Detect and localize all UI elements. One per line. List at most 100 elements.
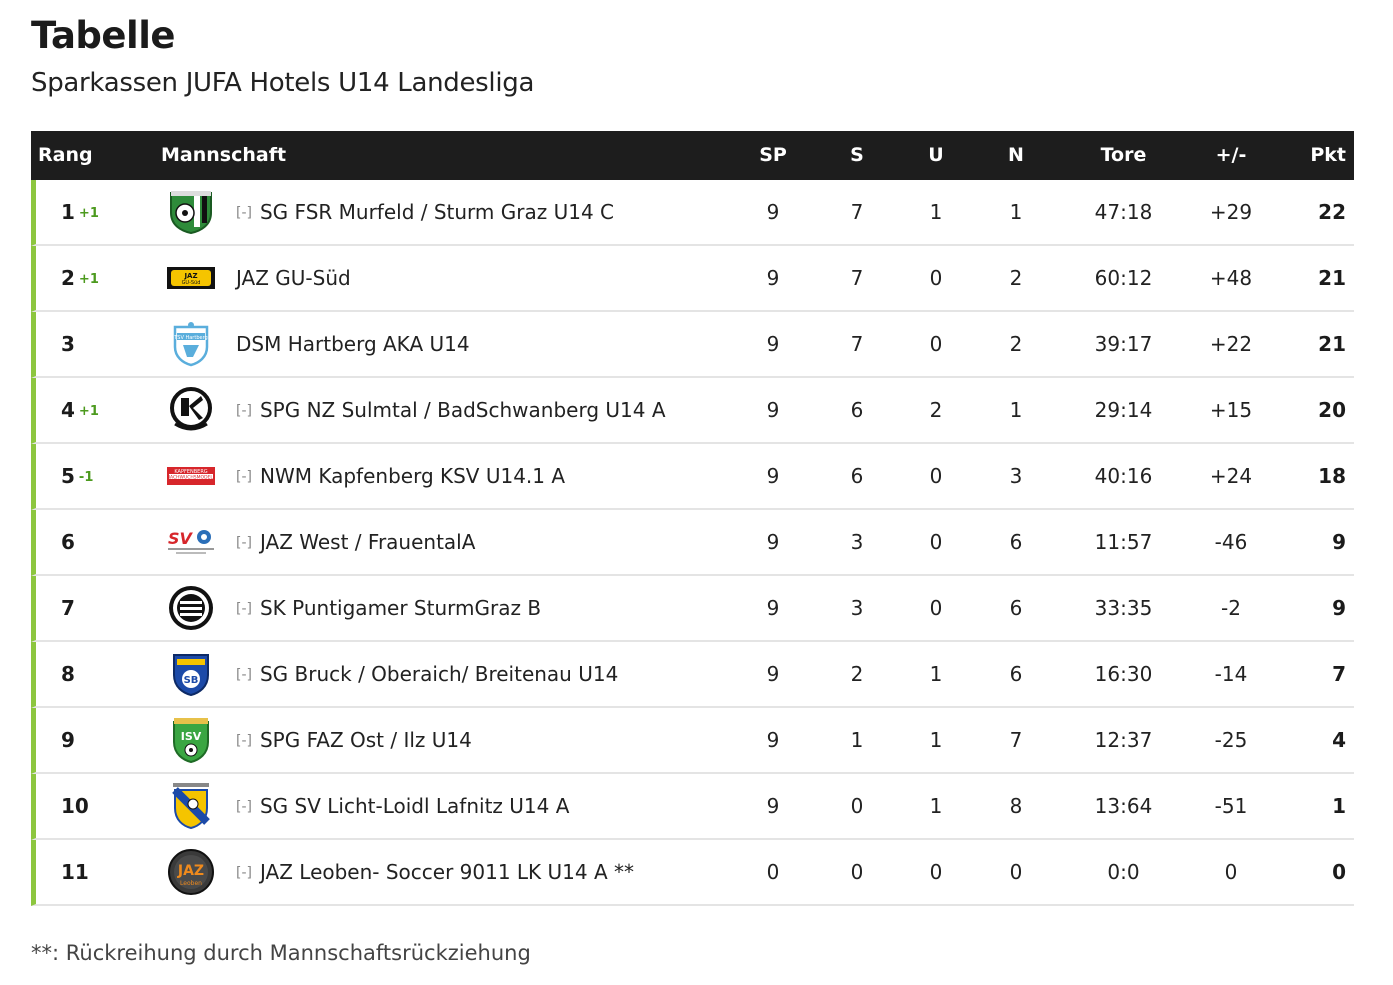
team-name-link[interactable]: SG FSR Murfeld / Sturm Graz U14 C (259, 200, 615, 224)
expand-toggle[interactable]: [-] (236, 733, 252, 749)
draws: 1 (929, 728, 943, 752)
losses: 1 (1009, 398, 1023, 422)
table-header: Rang Mannschaft SP S U N Tore +/- Pkt (31, 131, 1354, 180)
goals: 33:35 (1094, 596, 1153, 620)
svg-text:JAZ: JAZ (177, 863, 204, 879)
expand-toggle[interactable]: [-] (236, 535, 252, 551)
goals: 0:0 (1107, 860, 1140, 884)
sv-lafnitz-crest-icon[interactable] (166, 782, 216, 830)
expand-toggle[interactable]: [-] (236, 205, 252, 221)
standings-table: Rang Mannschaft SP S U N Tore +/- Pkt 1 +… (31, 131, 1354, 906)
team-name-link[interactable]: SK Puntigamer SturmGraz B (259, 596, 542, 620)
murfeld-crest-icon[interactable] (166, 188, 216, 236)
goals: 47:18 (1094, 200, 1153, 224)
expand-toggle[interactable]: [-] (236, 667, 252, 683)
header-s[interactable]: S (850, 144, 864, 166)
draws: 2 (929, 398, 943, 422)
expand-toggle[interactable]: [-] (236, 799, 252, 815)
draws: 1 (929, 662, 943, 686)
isv-ilz-crest-icon[interactable]: ISV (166, 716, 216, 764)
rank-number: 9 (61, 728, 75, 752)
wins: 0 (850, 860, 864, 884)
losses: 6 (1009, 530, 1023, 554)
team-name-link[interactable]: SG SV Licht-Loidl Lafnitz U14 A (259, 794, 570, 818)
sv-frauental-logo-icon[interactable]: SV (166, 518, 216, 566)
team-name-link[interactable]: SPG NZ Sulmtal / BadSchwanberg U14 A (259, 398, 666, 422)
table-row[interactable]: 3 TSV Hartberg DSM Hartberg AKA U14 9 7 0 2 39:… (31, 312, 1354, 378)
draws: 0 (929, 860, 943, 884)
losses: 7 (1009, 728, 1023, 752)
header-diff[interactable]: +/- (1215, 144, 1247, 166)
team-name-link[interactable]: DSM Hartberg AKA U14 (236, 332, 470, 356)
team-cell: DSM Hartberg AKA U14 (236, 312, 470, 376)
team-name-link[interactable]: SPG FAZ Ost / Ilz U14 (259, 728, 472, 752)
wins: 2 (850, 662, 864, 686)
team-cell: [-] SG FSR Murfeld / Sturm Graz U14 C (236, 180, 614, 244)
wins: 0 (850, 794, 864, 818)
goal-difference: +29 (1209, 200, 1253, 224)
header-n[interactable]: N (1008, 144, 1024, 166)
header-u[interactable]: U (928, 144, 944, 166)
svg-text:ISV: ISV (181, 730, 202, 743)
tsv-hartberg-crest-icon[interactable]: TSV Hartberg (166, 320, 216, 368)
losses: 3 (1009, 464, 1023, 488)
table-row[interactable]: 7 [-] SK Puntigamer SturmGraz B 9 3 0 6 33:35 -2… (31, 576, 1354, 642)
header-rang[interactable]: Rang (38, 144, 93, 166)
rank-cell: 5 -1 (61, 444, 141, 508)
expand-toggle[interactable]: [-] (236, 865, 252, 881)
header-team[interactable]: Mannschaft (161, 144, 287, 166)
header-sp[interactable]: SP (759, 144, 787, 166)
expand-toggle[interactable]: [-] (236, 403, 252, 419)
kapfenberg-nachwuchsmodell-logo-icon[interactable]: KAPFENBERG NACHWUCHSMODELL (166, 452, 216, 500)
table-row[interactable]: 8 SB [-] SG Bruck / Oberaich/ Breitenau U14… (31, 642, 1354, 708)
table-row[interactable]: 2 +1 JAZ GU-Süd JAZ GU-Süd 9 7 0 2 60:12 +48 21 (31, 246, 1354, 312)
svg-text:TSV Hartberg: TSV Hartberg (173, 335, 207, 341)
goal-difference: 0 (1224, 860, 1238, 884)
goals: 16:30 (1094, 662, 1153, 686)
wins: 3 (850, 530, 864, 554)
losses: 0 (1009, 860, 1023, 884)
table-row[interactable]: 10 [-] SG SV Licht-Loidl Lafnitz U14 A 9 0 1 8… (31, 774, 1354, 840)
team-name-link[interactable]: SG Bruck / Oberaich/ Breitenau U14 (259, 662, 619, 686)
losses: 6 (1009, 596, 1023, 620)
header-pkt[interactable]: Pkt (1310, 144, 1346, 166)
goal-difference: -25 (1214, 728, 1248, 752)
points: 20 (1318, 398, 1346, 422)
expand-toggle[interactable]: [-] (236, 601, 252, 617)
goals: 12:37 (1094, 728, 1153, 752)
team-name-link[interactable]: JAZ GU-Süd (236, 266, 351, 290)
losses: 2 (1009, 332, 1023, 356)
draws: 0 (929, 530, 943, 554)
team-name-link[interactable]: NWM Kapfenberg KSV U14.1 A (259, 464, 566, 488)
goal-difference: +48 (1209, 266, 1253, 290)
team-name-link[interactable]: JAZ Leoben- Soccer 9011 LK U14 A ** (259, 860, 635, 884)
points: 9 (1332, 530, 1346, 554)
sk-sturm-graz-crest-icon[interactable] (166, 584, 216, 632)
team-cell: [-] SK Puntigamer SturmGraz B (236, 576, 541, 640)
points: 7 (1332, 662, 1346, 686)
draws: 0 (929, 596, 943, 620)
team-name-link[interactable]: JAZ West / FrauentalA (259, 530, 476, 554)
rank-cell: 10 (61, 774, 141, 838)
table-row[interactable]: 9 ISV [-] SPG FAZ Ost / Ilz U14 9 1 1 7 12:37 -25… (31, 708, 1354, 774)
rank-number: 6 (61, 530, 75, 554)
jaz-leoben-logo-icon[interactable]: JAZ Leoben (166, 848, 216, 896)
rank-number: 7 (61, 596, 75, 620)
sv-bad-schwanberg-crest-icon[interactable] (166, 386, 216, 434)
wins: 6 (850, 464, 864, 488)
points: 0 (1332, 860, 1346, 884)
table-row[interactable]: 6 SV [-] JAZ West / FrauentalA 9 3 0 6 11:57 -46 9 (31, 510, 1354, 576)
table-row[interactable]: 5 -1 KAPFENBERG NACHWUCHSMODELL [-] NWM Kapfe… (31, 444, 1354, 510)
rank-number: 8 (61, 662, 75, 686)
points: 21 (1318, 266, 1346, 290)
games-played: 9 (766, 794, 780, 818)
table-row[interactable]: 11 JAZ Leoben [-] JAZ Leoben- Soccer 9011 LK… (31, 840, 1354, 906)
draws: 1 (929, 794, 943, 818)
jaz-gu-sued-logo-icon[interactable]: JAZ GU-Süd (166, 254, 216, 302)
expand-toggle[interactable]: [-] (236, 469, 252, 485)
table-row[interactable]: 4 +1 [-] SPG NZ Sulmtal / BadSchwanberg U14… (31, 378, 1354, 444)
games-played: 9 (766, 398, 780, 422)
bruck-crest-icon[interactable]: SB (166, 650, 216, 698)
header-tore[interactable]: Tore (1100, 144, 1147, 166)
